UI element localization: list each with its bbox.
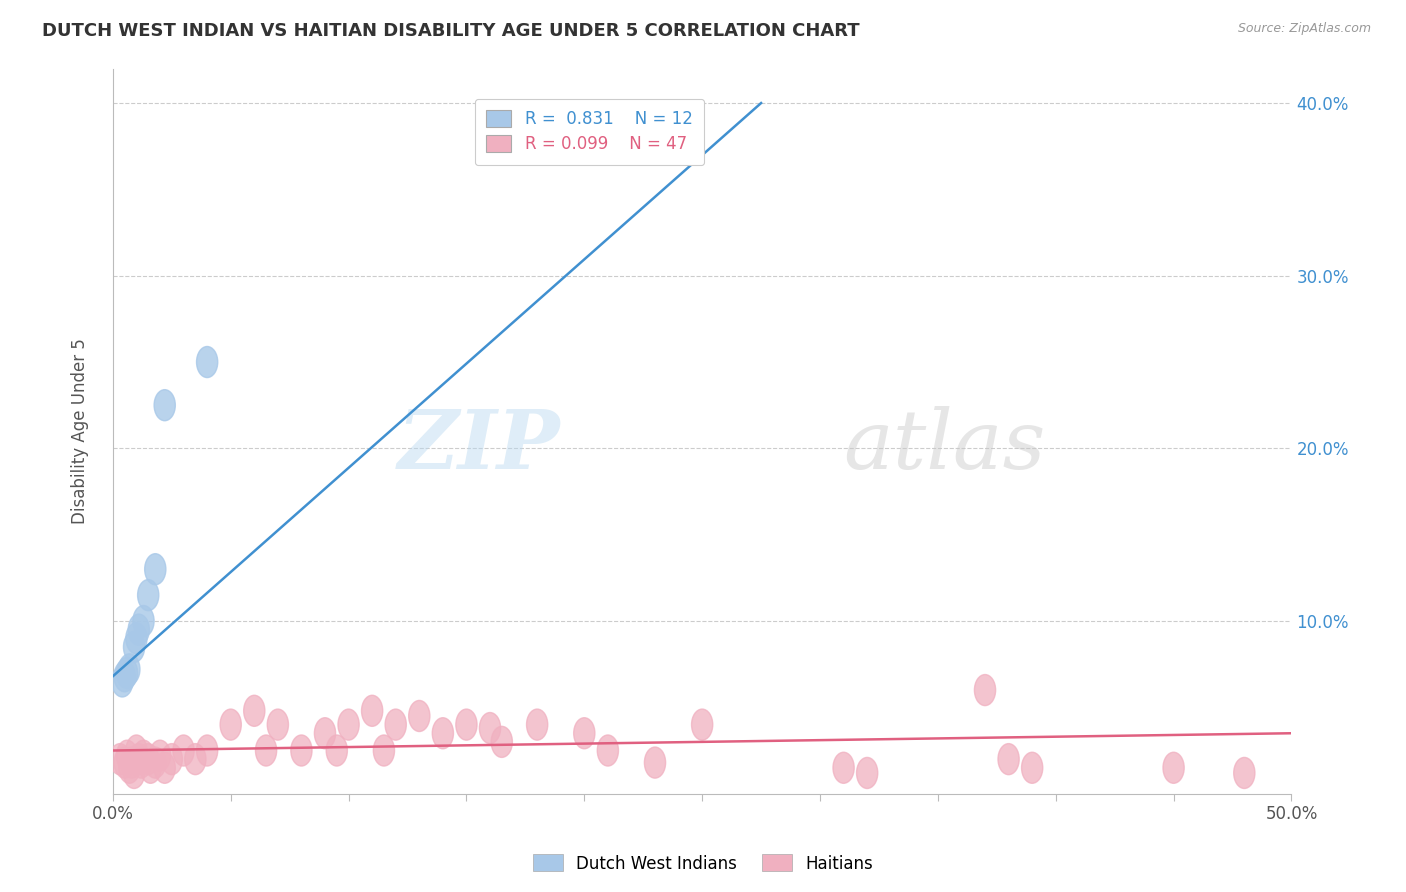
Ellipse shape — [138, 744, 159, 774]
Ellipse shape — [134, 740, 155, 772]
Ellipse shape — [409, 700, 430, 731]
Ellipse shape — [134, 606, 155, 637]
Ellipse shape — [692, 709, 713, 740]
Ellipse shape — [155, 390, 176, 421]
Text: DUTCH WEST INDIAN VS HAITIAN DISABILITY AGE UNDER 5 CORRELATION CHART: DUTCH WEST INDIAN VS HAITIAN DISABILITY … — [42, 22, 860, 40]
Ellipse shape — [361, 695, 382, 726]
Ellipse shape — [111, 666, 134, 697]
Ellipse shape — [326, 735, 347, 766]
Ellipse shape — [1022, 752, 1043, 783]
Ellipse shape — [125, 623, 148, 654]
Ellipse shape — [117, 657, 138, 689]
Ellipse shape — [256, 735, 277, 766]
Ellipse shape — [291, 735, 312, 766]
Legend: Dutch West Indians, Haitians: Dutch West Indians, Haitians — [526, 847, 880, 880]
Ellipse shape — [118, 654, 141, 685]
Ellipse shape — [385, 709, 406, 740]
Ellipse shape — [162, 744, 183, 774]
Ellipse shape — [315, 718, 336, 748]
Ellipse shape — [1233, 757, 1256, 789]
Ellipse shape — [598, 735, 619, 766]
Text: Source: ZipAtlas.com: Source: ZipAtlas.com — [1237, 22, 1371, 36]
Ellipse shape — [155, 752, 176, 783]
Ellipse shape — [131, 747, 152, 778]
Legend: R =  0.831    N = 12, R = 0.099    N = 47: R = 0.831 N = 12, R = 0.099 N = 47 — [475, 99, 704, 165]
Ellipse shape — [644, 747, 665, 778]
Text: ZIP: ZIP — [398, 406, 561, 485]
Ellipse shape — [974, 674, 995, 706]
Ellipse shape — [110, 744, 131, 774]
Ellipse shape — [118, 752, 141, 783]
Ellipse shape — [125, 735, 148, 766]
Ellipse shape — [184, 744, 205, 774]
Ellipse shape — [243, 695, 264, 726]
Ellipse shape — [128, 614, 149, 645]
Ellipse shape — [432, 718, 454, 748]
Ellipse shape — [267, 709, 288, 740]
Ellipse shape — [114, 747, 135, 778]
Y-axis label: Disability Age Under 5: Disability Age Under 5 — [72, 338, 89, 524]
Ellipse shape — [197, 346, 218, 377]
Ellipse shape — [1163, 752, 1184, 783]
Ellipse shape — [998, 744, 1019, 774]
Ellipse shape — [337, 709, 359, 740]
Ellipse shape — [141, 752, 162, 783]
Ellipse shape — [221, 709, 242, 740]
Ellipse shape — [149, 740, 170, 772]
Ellipse shape — [124, 632, 145, 663]
Ellipse shape — [479, 713, 501, 744]
Ellipse shape — [456, 709, 477, 740]
Ellipse shape — [574, 718, 595, 748]
Ellipse shape — [128, 744, 149, 774]
Ellipse shape — [114, 661, 135, 692]
Ellipse shape — [173, 735, 194, 766]
Ellipse shape — [491, 726, 512, 757]
Ellipse shape — [121, 747, 142, 778]
Ellipse shape — [374, 735, 395, 766]
Ellipse shape — [138, 580, 159, 611]
Ellipse shape — [145, 554, 166, 585]
Ellipse shape — [124, 757, 145, 789]
Ellipse shape — [856, 757, 877, 789]
Ellipse shape — [526, 709, 548, 740]
Ellipse shape — [117, 740, 138, 772]
Ellipse shape — [145, 747, 166, 778]
Text: atlas: atlas — [844, 406, 1046, 485]
Ellipse shape — [197, 735, 218, 766]
Ellipse shape — [832, 752, 855, 783]
